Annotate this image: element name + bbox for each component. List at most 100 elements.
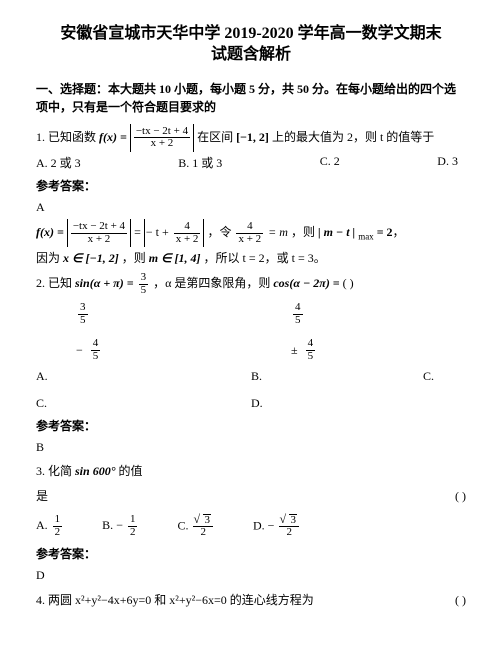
q1-frac: −tx − 2t + 4 x + 2 (132, 126, 192, 150)
q1-frac-den: x + 2 (134, 138, 190, 150)
q2-num: 3 (139, 272, 149, 285)
q3-stem: 3. 化简 sin 600° 的值 (36, 460, 466, 483)
q1-opt-c: C. 2 (320, 154, 340, 171)
q3-c-rad: 3 (203, 514, 211, 527)
q3-d-label: D. (253, 518, 265, 532)
q2-b-den: 5 (293, 315, 303, 327)
q2-sin: sin(α + π) = (75, 276, 134, 290)
q2-options: 35 45 − 45 ± 45 A. B. C. C. D. (36, 302, 466, 410)
q3-c-label: C. (177, 518, 188, 532)
q2-answer-heading: 参考答案： (36, 417, 466, 434)
q2-answer: B (36, 436, 466, 459)
q3-answer-heading: 参考答案： (36, 545, 466, 562)
q3-d-rad: 3 (289, 514, 297, 527)
q1-exp-tail1: ，令 (207, 225, 231, 239)
q2-opt-c-letter: C. (423, 369, 434, 384)
q2-stem: 2. 已知 sin(α + π) = 3 5 ，α 是第四象限角，则 cos(α… (36, 272, 466, 296)
q1-exp-minus-t: − t + (146, 225, 169, 239)
q3-b-label: B. (102, 518, 113, 532)
q1-exp-frac1: −tx − 2t + 4 x + 2 (69, 221, 129, 245)
q1-opt-b: B. 1 或 3 (178, 154, 222, 171)
q2-cos: cos(α − 2π) = (273, 276, 339, 290)
q4-paren: ( ) (455, 589, 466, 612)
q1-explain-2: 因为 x ∈ [−1, 2] ，则 m ∈ [1, 4] ，所以 t = 2，或… (36, 247, 466, 270)
q1-exp2-mid: ，则 (122, 251, 146, 265)
q2-opt-b-val: 45 (251, 302, 426, 326)
q3-b-den: 2 (128, 527, 138, 539)
q1-abs: −tx − 2t + 4 x + 2 (130, 126, 194, 150)
q2-c-sign: − (76, 343, 83, 358)
q3-c-num: 3 (193, 514, 213, 528)
title-line-2: 试题含解析 (211, 46, 291, 63)
q1-exp-den2: x + 2 (174, 234, 201, 246)
q2-d-pm: ± (291, 343, 298, 358)
q2-opt-a: A. (36, 369, 251, 384)
q2-d-den: 5 (306, 351, 316, 363)
q1-exp-frac3: 4 x + 2 (234, 221, 265, 245)
q1-exp-den3: x + 2 (236, 234, 263, 246)
q1-mid: 在区间 (197, 130, 233, 144)
q1-exp2-m: m ∈ [1, 4] (149, 251, 201, 265)
q3-opt-c: C. 32 (177, 514, 215, 539)
q3-answer: D (36, 564, 466, 587)
q1-exp2-tail: ，所以 t = 2，或 t = 3。 (204, 251, 326, 265)
q3-a-label: A. (36, 518, 48, 532)
exam-page: 安徽省宣城市天华中学 2019-2020 学年高一数学文期末 试题含解析 一、选… (0, 0, 502, 634)
q1-exp2-pre: 因为 (36, 251, 60, 265)
q1-exp-eq: = (134, 225, 141, 239)
q4-text: 4. 两圆 x²+y²−4x+6y=0 和 x²+y²−6x=0 的连心线方程为 (36, 593, 314, 607)
q3-opt-d: D. − 32 (253, 514, 301, 539)
q1-exp-max-sub: max (358, 231, 374, 241)
q1-exp-num2: 4 (174, 221, 201, 234)
q2-a-den: 5 (78, 315, 88, 327)
q2-opt-a-val: 35 (76, 302, 251, 326)
q1-suffix: 上的最大值为 2，则 t 的值等于 (272, 130, 434, 144)
q1-exp-abs2: − t + 4 x + 2 (144, 221, 205, 245)
q2-c-den: 5 (91, 351, 101, 363)
q1-exp2-x: x ∈ [−1, 2] (63, 251, 119, 265)
q1-exp-num1: −tx − 2t + 4 (71, 221, 127, 234)
q3-paren: ( ) (455, 485, 466, 508)
q1-exp-den1: x + 2 (71, 234, 127, 246)
q1-exp-frac2: 4 x + 2 (172, 221, 203, 245)
q1-stem: 1. 已知函数 f(x) = −tx − 2t + 4 x + 2 在区间 [−… (36, 126, 466, 150)
q3-sub: 是 (36, 489, 48, 503)
q1-exp-fx: f(x) = (36, 225, 64, 239)
q3-d-sign: − (268, 518, 275, 532)
page-title: 安徽省宣城市天华中学 2019-2020 学年高一数学文期末 试题含解析 (36, 24, 466, 66)
title-line-1: 安徽省宣城市天华中学 2019-2020 学年高一数学文期末 (60, 25, 441, 42)
q2-paren: ( ) (343, 276, 354, 290)
q2-opt-b: B. (251, 369, 423, 384)
q3-prefix: 3. 化简 (36, 464, 72, 478)
q1-answer: A (36, 196, 466, 219)
q1-interval: [−1, 2] (236, 130, 269, 144)
q1-exp-abs1: −tx − 2t + 4 x + 2 (67, 221, 131, 245)
q1-prefix: 1. 已知函数 (36, 130, 96, 144)
q2-opt-c-label: C. (36, 396, 251, 411)
q2-opt-d-val: ± 45 (251, 338, 426, 362)
q3-sub-row: 是 ( ) (36, 485, 466, 508)
q2-den: 5 (139, 285, 149, 297)
q3-options: A. 12 B. − 12 C. 32 D. − 32 (36, 514, 466, 539)
q3-opt-b: B. − 12 (102, 514, 139, 538)
q1-fx: f(x) = (99, 126, 127, 149)
q1-exp-num3: 4 (236, 221, 263, 234)
q3-d-num: 3 (279, 514, 299, 528)
q2-mid: ，α 是第四象限角，则 (153, 276, 270, 290)
q3-d-den: 2 (279, 527, 299, 539)
q2-opt-c-val: − 45 (76, 338, 251, 362)
q2-prefix: 2. 已知 (36, 276, 72, 290)
q1-exp-absm: | m − t | (318, 225, 355, 239)
q1-explain-1: f(x) = −tx − 2t + 4 x + 2 = − t + 4 x + … (36, 221, 466, 245)
section-1-heading: 一、选择题：本大题共 10 小题，每小题 5 分，共 50 分。在每小题给出的四… (36, 80, 466, 116)
q1-exp-tail2: ，则 (291, 225, 315, 239)
q3-a-den: 2 (53, 527, 63, 539)
q1-answer-heading: 参考答案： (36, 177, 466, 194)
q1-exp-m: = m (268, 225, 288, 239)
q3-opt-a: A. 12 (36, 514, 64, 538)
q4-stem: 4. 两圆 x²+y²−4x+6y=0 和 x²+y²−6x=0 的连心线方程为… (36, 589, 466, 612)
q1-exp-max: = 2 (377, 225, 393, 239)
q3-suffix: 的值 (119, 464, 143, 478)
q3-expr: sin 600° (75, 464, 115, 478)
q3-c-den: 2 (193, 527, 213, 539)
